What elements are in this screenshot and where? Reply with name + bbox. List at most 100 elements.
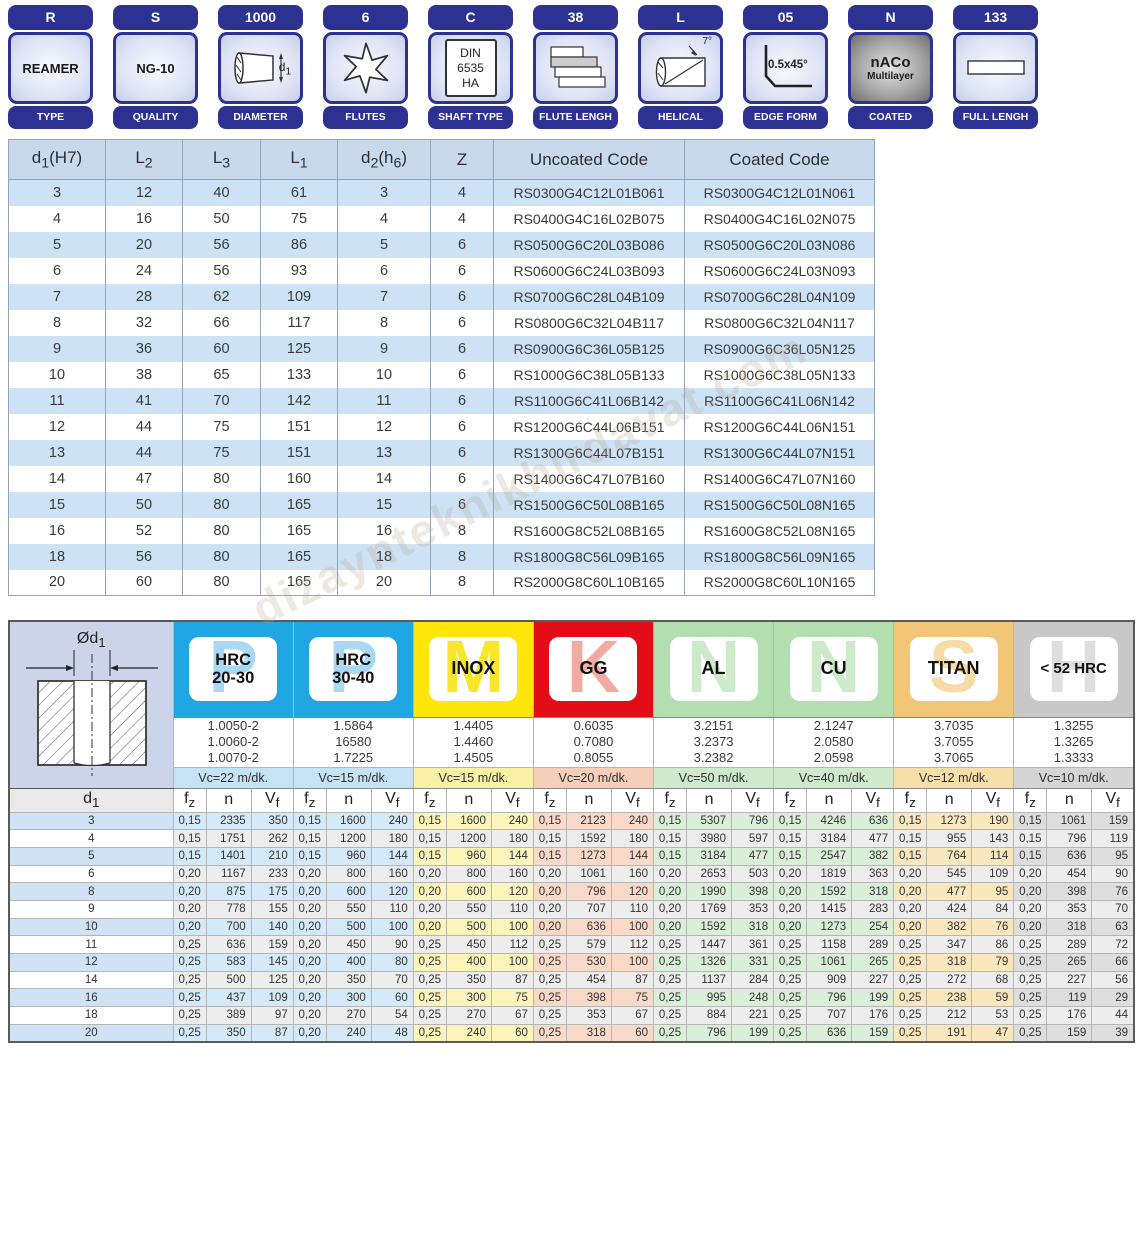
badge-diameter-code: 1000 xyxy=(218,5,303,30)
cutting-speed: Vc=12 m/dk. xyxy=(893,766,1015,789)
n-value: 636 xyxy=(205,935,252,954)
vf-value: 63 xyxy=(1091,917,1135,937)
material-name: HRC 30-40 xyxy=(294,637,412,701)
vf-value: 240 xyxy=(610,811,655,831)
vf-value: 90 xyxy=(1091,864,1135,884)
n-value: 800 xyxy=(445,864,492,884)
d1-value: 4 xyxy=(8,829,174,848)
fz-value: 0,25 xyxy=(532,1023,567,1043)
order-code: RS0600G6C24L03B093 xyxy=(493,257,685,284)
parameter-header: fz xyxy=(172,787,207,813)
vf-value: 53 xyxy=(971,1006,1015,1025)
badge-flute-length: 38 FLUTE LENGH xyxy=(533,5,618,129)
fz-value: 0,25 xyxy=(1013,988,1048,1008)
vf-value: 180 xyxy=(490,829,534,848)
dim-row: 3 12 40 61 3 4 RS0300G4C12L01B061 RS0300G4C12L0… xyxy=(8,179,875,206)
material-header-row: Ød1 P HRC 20-30 P HRC 30-40 M INOX K GG N AL N CU S TIT… xyxy=(8,620,1135,789)
badge-edge-code: 05 xyxy=(743,5,828,30)
vf-value: 100 xyxy=(490,917,534,937)
dimension-table-body: 3 12 40 61 3 4 RS0300G4C12L01B061 RS0300G4C12L0… xyxy=(8,179,875,596)
material-badge-box xyxy=(309,637,398,701)
fz-value: 0,15 xyxy=(292,829,327,848)
n-value: 2547 xyxy=(806,846,853,866)
dim-value: 6 xyxy=(337,257,431,284)
dim-value: 70 xyxy=(182,387,261,414)
n-value: 1167 xyxy=(205,864,252,884)
dim-value: 10 xyxy=(48,366,66,383)
n-value: 2123 xyxy=(565,811,612,831)
dim-value: 50 xyxy=(105,491,183,518)
fz-value: 0,15 xyxy=(652,846,688,866)
helical-icon xyxy=(655,45,706,87)
iso-group-letter: P xyxy=(208,625,258,709)
fz-value: 0,15 xyxy=(292,846,327,866)
vf-value: 477 xyxy=(731,846,775,866)
order-code: RS0500G6C20L03N086 xyxy=(684,231,875,258)
order-code: RS2000G8C60L10B165 xyxy=(493,569,685,596)
fz-value: 0,25 xyxy=(652,953,688,972)
badge-coated-label: COATED xyxy=(848,106,933,129)
d1-value: 9 xyxy=(8,899,174,919)
order-code: RS1500G6C50L08N165 xyxy=(684,491,875,518)
parameter-header: fz xyxy=(532,787,567,813)
dim-value: 80 xyxy=(182,543,261,570)
dim-value: 142 xyxy=(260,387,338,414)
n-value: 350 xyxy=(205,1023,252,1043)
material-code: 1.0050-2 xyxy=(207,718,259,733)
n-value: 450 xyxy=(445,935,492,954)
n-value: 778 xyxy=(205,899,252,919)
dim-value: 165 xyxy=(260,491,338,518)
cutting-speed: Vc=50 m/dk. xyxy=(652,766,775,789)
dim-value: 11 xyxy=(8,387,106,414)
fz-value: 0,25 xyxy=(412,1023,447,1043)
dim-row: 10 38 65 133 10 6 RS1000G6C38L05B133 RS1000G6C3… xyxy=(9,361,875,388)
dim-column-header: Coated Code xyxy=(684,139,875,180)
material-name-line: 30-40 xyxy=(332,669,375,687)
dim-value: 60 xyxy=(105,569,183,596)
n-value: 500 xyxy=(445,917,492,937)
material-header: P HRC 30-40 xyxy=(292,620,414,718)
material-badge-box xyxy=(549,637,638,701)
dim-value: 165 xyxy=(260,543,338,570)
order-code: RS1600G8C52L08B165 xyxy=(493,517,685,544)
fz-value: 0,15 xyxy=(773,811,808,831)
dim-value: 56 xyxy=(182,257,261,284)
vf-value: 60 xyxy=(370,988,414,1008)
n-value: 350 xyxy=(445,970,492,990)
material-code: 3.2151 xyxy=(693,718,734,733)
dim-row: 15 50 80 165 15 6 RS1500G6C50L08B165 RS1500G6C5… xyxy=(8,491,875,518)
n-value: 3184 xyxy=(686,846,733,866)
dim-value: 56 xyxy=(182,231,261,258)
order-code: RS0900G6C36L05B125 xyxy=(493,335,685,362)
dim-value: 16 xyxy=(105,205,183,232)
fz-value: 0,20 xyxy=(292,1023,327,1043)
shaft-line: 6535 xyxy=(457,61,484,75)
parameter-row: 16 0,25 437 109 0,20 300 60 0,25 300 75 0,25 398 75 0… xyxy=(8,988,1135,1008)
parameter-row: 18 0,25 389 97 0,20 270 54 0,25 270 67 0,25 353 67 0,… xyxy=(8,1006,1135,1025)
fz-value: 0,25 xyxy=(1013,1023,1048,1043)
fz-value: 0,25 xyxy=(532,953,567,972)
vf-value: 76 xyxy=(971,917,1015,937)
parameter-row: 12 0,25 583 145 0,20 400 80 0,25 400 100 0,25 530 10… xyxy=(8,953,1135,972)
material-codes: 1.4405 1.4460 1.4505 xyxy=(412,716,534,768)
cutting-speed: Vc=10 m/dk. xyxy=(1013,766,1135,789)
fz-value: 0,25 xyxy=(893,970,928,990)
vf-value: 112 xyxy=(490,935,534,954)
iso-group-letter: S xyxy=(929,625,979,709)
vf-value: 159 xyxy=(250,935,294,954)
fz-value: 0,15 xyxy=(1013,829,1048,848)
n-value: 796 xyxy=(806,988,853,1008)
material-badge-box xyxy=(429,637,518,701)
fz-value: 0,25 xyxy=(893,988,928,1008)
n-value: 353 xyxy=(565,1006,612,1025)
n-value: 1401 xyxy=(205,846,252,866)
diameter-icon-label: d1 xyxy=(278,60,291,78)
vf-value: 114 xyxy=(971,846,1015,866)
order-code: RS2000G8C60L10N165 xyxy=(684,569,875,596)
dim-value: 16 xyxy=(48,522,66,539)
dim-value: 40 xyxy=(182,179,261,206)
order-code: RS0500G6C20L03B086 xyxy=(493,231,685,258)
badge-shaft-type: C DIN 6535 HA SHAFT TYPE xyxy=(428,5,513,129)
parameter-header: Vf xyxy=(490,787,534,813)
vf-value: 283 xyxy=(851,899,895,919)
